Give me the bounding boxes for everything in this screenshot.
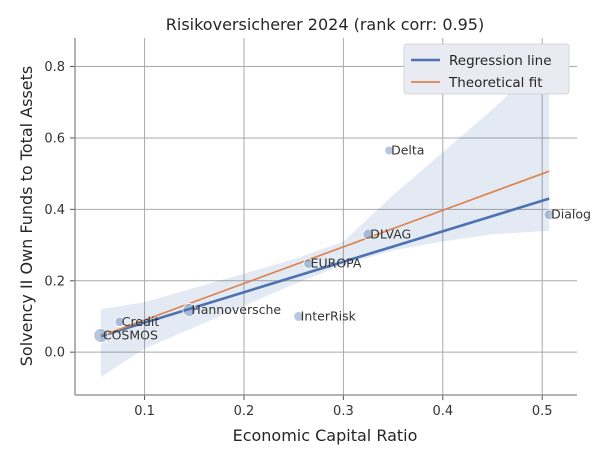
y-axis-title: Solvency II Own Funds to Total Assets — [17, 66, 36, 366]
legend: Regression line Theoretical fit — [403, 43, 570, 95]
theoretical-fit-line — [100, 170, 550, 337]
data-point — [182, 303, 197, 317]
x-tick-label: 0.3 — [333, 404, 354, 419]
x-tick-label: 0.1 — [134, 404, 155, 419]
x-tick-label: 0.2 — [234, 404, 255, 419]
regression-line — [100, 197, 550, 338]
plot-area: 0.1 0.2 0.3 0.4 0.5 0.0 0.2 0.4 0.6 0.8 COSMOSCred… — [44, 38, 591, 419]
x-tick-label: 0.5 — [532, 404, 553, 419]
data-point — [114, 316, 125, 327]
data-point-label: Credit — [122, 314, 160, 329]
data-point-label: Dialog — [551, 207, 591, 222]
data-point — [293, 311, 304, 322]
y-tick-label: 0.6 — [44, 131, 65, 146]
data-point — [543, 209, 555, 221]
confidence-band — [100, 55, 550, 378]
legend-label: Regression line — [449, 53, 552, 69]
y-tick-label: 0.0 — [44, 346, 65, 361]
data-point-label: Hannoversche — [191, 302, 281, 317]
x-tick-label: 0.4 — [432, 404, 453, 419]
data-point-label: Delta — [391, 142, 424, 157]
legend-box — [403, 43, 570, 95]
y-tick-label: 0.2 — [44, 274, 65, 289]
legend-label: Theoretical fit — [448, 75, 543, 91]
chart-title: Risikoversicherer 2024 (rank corr: 0.95) — [166, 15, 484, 34]
data-point-label: COSMOS — [103, 327, 158, 342]
data-point — [384, 145, 394, 156]
y-tick-label: 0.8 — [44, 60, 65, 75]
data-point-label: EUROPA — [311, 256, 362, 271]
data-point-label: DLVAG — [370, 226, 411, 241]
y-tick-label: 0.4 — [44, 203, 65, 218]
data-point-label: InterRisk — [301, 308, 357, 323]
data-point — [93, 327, 109, 343]
x-axis-title: Economic Capital Ratio — [233, 426, 418, 445]
data-point — [303, 258, 314, 269]
data-point — [362, 228, 375, 241]
